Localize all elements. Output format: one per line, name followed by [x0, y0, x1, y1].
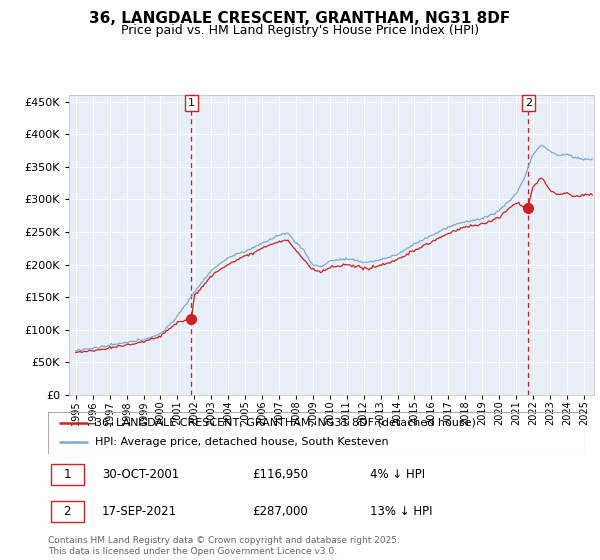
Text: Contains HM Land Registry data © Crown copyright and database right 2025.
This d: Contains HM Land Registry data © Crown c… — [48, 536, 400, 556]
Text: 36, LANGDALE CRESCENT, GRANTHAM, NG31 8DF: 36, LANGDALE CRESCENT, GRANTHAM, NG31 8D… — [89, 11, 511, 26]
Text: Price paid vs. HM Land Registry's House Price Index (HPI): Price paid vs. HM Land Registry's House … — [121, 24, 479, 36]
Bar — [50, 501, 84, 522]
Text: £116,950: £116,950 — [252, 468, 308, 481]
Text: 4% ↓ HPI: 4% ↓ HPI — [370, 468, 425, 481]
Text: 1: 1 — [64, 468, 71, 481]
Text: 30-OCT-2001: 30-OCT-2001 — [102, 468, 179, 481]
Text: 2: 2 — [525, 98, 532, 108]
Text: 2: 2 — [64, 505, 71, 518]
Text: 17-SEP-2021: 17-SEP-2021 — [102, 505, 177, 518]
Text: 13% ↓ HPI: 13% ↓ HPI — [370, 505, 433, 518]
Bar — [50, 464, 84, 486]
Text: HPI: Average price, detached house, South Kesteven: HPI: Average price, detached house, Sout… — [95, 437, 389, 447]
Text: 1: 1 — [188, 98, 195, 108]
Text: 36, LANGDALE CRESCENT, GRANTHAM, NG31 8DF (detached house): 36, LANGDALE CRESCENT, GRANTHAM, NG31 8D… — [95, 418, 476, 428]
Text: £287,000: £287,000 — [252, 505, 308, 518]
